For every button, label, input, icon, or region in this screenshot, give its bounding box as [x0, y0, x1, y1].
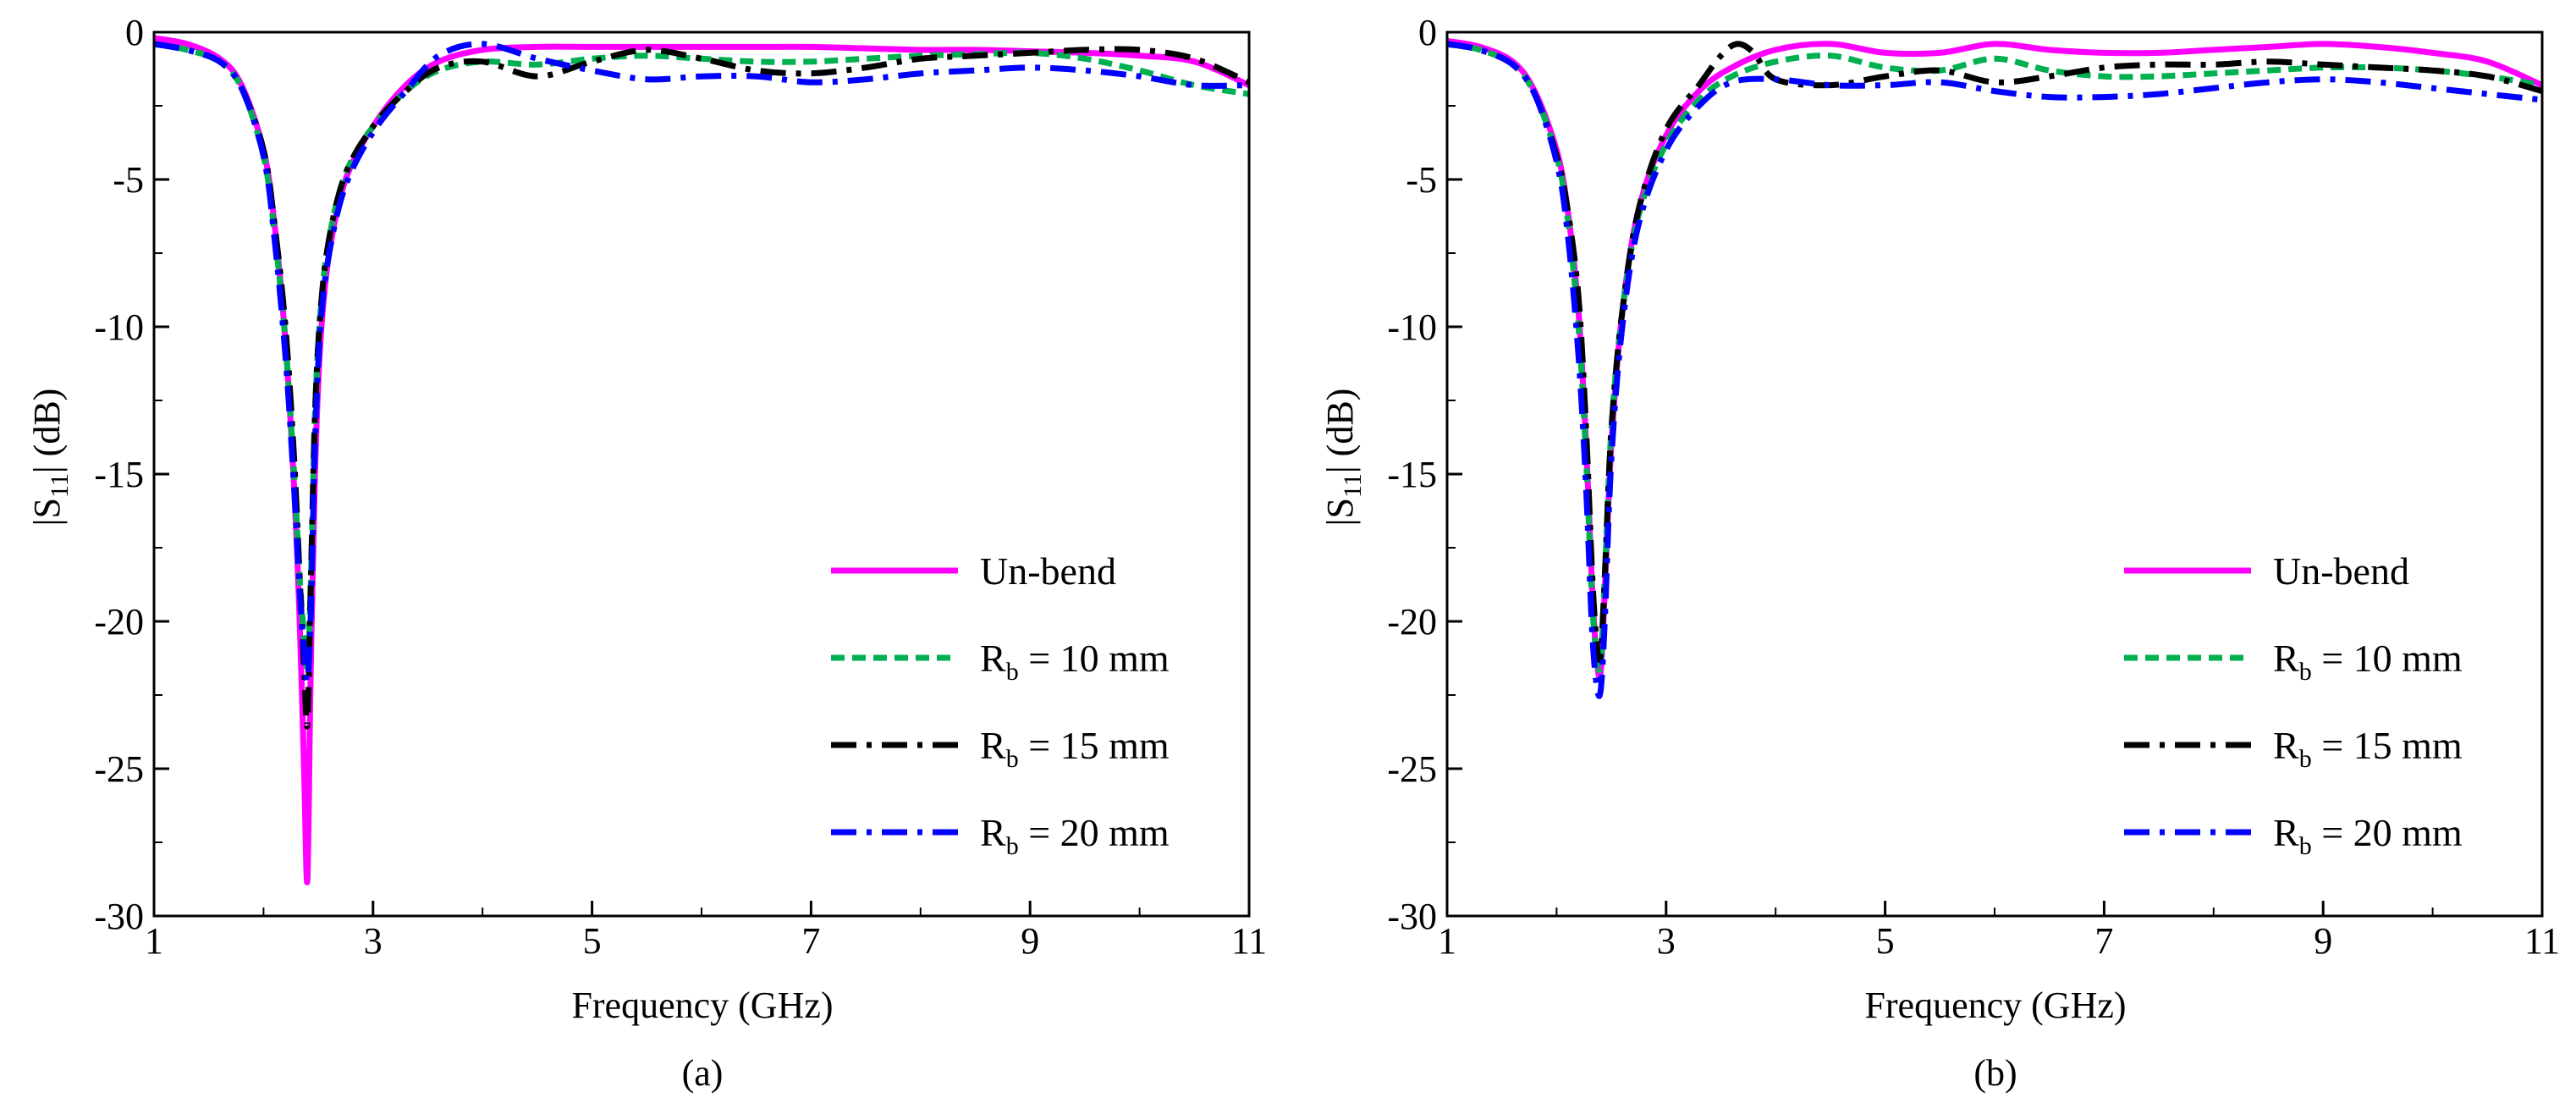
legend-label-3: Rb = 20 mm — [980, 811, 1170, 860]
panel-caption: (a) — [682, 1052, 724, 1094]
legend-label-0: Un-bend — [2273, 549, 2409, 593]
legend-label-3: Rb = 20 mm — [2273, 811, 2463, 860]
y-tick-label: -25 — [1387, 748, 1437, 790]
chart-panel-b: 1 3 5 7 9 11 0 -5 -10 -15 -20 -25 -30 Un-bend Rb = 10 … — [1319, 12, 2560, 1094]
legend-label-sub: b — [2299, 658, 2312, 686]
y-tick-label: 0 — [125, 12, 144, 53]
series-line-3 — [1447, 41, 2542, 699]
y-axis-title: |S11| (dB) — [1319, 389, 1367, 527]
x-tick-label: 5 — [583, 920, 602, 962]
y-tick-label: -20 — [94, 601, 144, 643]
y-tick-label: 0 — [1418, 12, 1437, 53]
legend-label-2: Rb = 15 mm — [2273, 724, 2463, 773]
y-axis-title-sub: 11 — [46, 473, 74, 498]
y-axis-title-main: |S — [26, 498, 68, 526]
x-tick-label: 3 — [364, 920, 383, 962]
x-tick-label: 5 — [1876, 920, 1895, 962]
legend-label-sub: b — [1006, 832, 1019, 860]
legend-label-tail: = 20 mm — [2312, 811, 2463, 854]
x-tick-label: 9 — [2314, 920, 2332, 962]
y-tick-label: -30 — [94, 896, 144, 937]
y-tick-label: -15 — [1387, 454, 1437, 495]
legend-label-main: R — [980, 811, 1006, 854]
y-tick-label: -5 — [1406, 159, 1437, 201]
legend-label-sub: b — [2299, 745, 2312, 773]
y-tick-label: -25 — [94, 748, 144, 790]
legend-label-sub: b — [2299, 832, 2312, 860]
legend-label-2: Rb = 15 mm — [980, 724, 1170, 773]
x-axis-title: Frequency (GHz) — [571, 985, 833, 1026]
series-lines — [154, 35, 1249, 886]
series-line-1 — [1447, 41, 2542, 674]
x-tick-label: 11 — [2524, 920, 2560, 962]
x-tick-label: 7 — [801, 920, 820, 962]
legend-label-sub: b — [1006, 658, 1019, 686]
y-tick-label: -10 — [1387, 306, 1437, 348]
y-axis-title-sub: 11 — [1339, 473, 1367, 498]
series-line-3 — [154, 41, 1249, 684]
legend-label-1: Rb = 10 mm — [2273, 637, 2463, 686]
legend-label-tail: = 10 mm — [2312, 637, 2463, 680]
legend-label-sub: b — [1006, 745, 1019, 773]
x-tick-label: 1 — [1438, 920, 1456, 962]
y-tick-label: -30 — [1387, 896, 1437, 937]
plot-area-a: 1 3 5 7 9 11 0 -5 -10 -15 -20 -25 -30 Un-bend Rb = 10 … — [94, 12, 1267, 962]
plot-area-b: 1 3 5 7 9 11 0 -5 -10 -15 -20 -25 -30 Un-bend Rb = 10 … — [1387, 12, 2560, 962]
x-tick-label: 9 — [1021, 920, 1039, 962]
series-line-2 — [1447, 41, 2542, 663]
legend-label-tail: = 10 mm — [1019, 637, 1170, 680]
legend-label-tail: = 20 mm — [1019, 811, 1170, 854]
legend-label-0: Un-bend — [980, 549, 1116, 593]
legend-label-main: R — [2273, 811, 2299, 854]
x-tick-label: 11 — [1231, 920, 1267, 962]
x-tick-label: 7 — [2094, 920, 2113, 962]
x-axis-title: Frequency (GHz) — [1864, 985, 2126, 1026]
x-tick-label: 1 — [145, 920, 163, 962]
y-axis-title-tail: | (dB) — [26, 389, 68, 473]
y-tick-label: -20 — [1387, 601, 1437, 643]
y-tick-label: -5 — [113, 159, 144, 201]
y-axis-title: |S11| (dB) — [26, 389, 74, 527]
y-tick-label: -10 — [94, 306, 144, 348]
legend-label-tail: = 15 mm — [1019, 724, 1170, 767]
legend-label-main: R — [980, 637, 1006, 680]
legend-label-main: R — [980, 724, 1006, 767]
legend-label-main: Un-bend — [980, 549, 1116, 593]
y-tick-label: -15 — [94, 454, 144, 495]
x-tick-label: 3 — [1657, 920, 1676, 962]
legend-label-main: R — [2273, 724, 2299, 767]
legend-label-main: R — [2273, 637, 2299, 680]
y-axis-title-main: |S — [1319, 498, 1361, 526]
series-lines — [1447, 37, 2542, 699]
panel-caption: (b) — [1973, 1052, 2017, 1094]
legend-label-1: Rb = 10 mm — [980, 637, 1170, 686]
y-axis-title-tail: | (dB) — [1319, 389, 1361, 473]
legend-label-tail: = 15 mm — [2312, 724, 2463, 767]
chart-panel-a: 1 3 5 7 9 11 0 -5 -10 -15 -20 -25 -30 Un-bend Rb = 10 … — [26, 12, 1267, 1094]
legend-label-main: Un-bend — [2273, 549, 2409, 593]
